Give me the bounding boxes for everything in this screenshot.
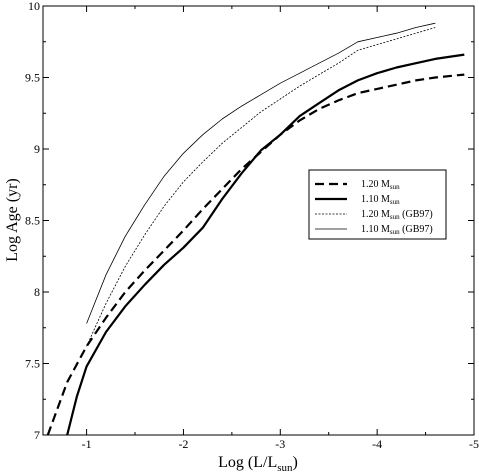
legend-label-1: 1.20 Msun xyxy=(361,179,400,191)
legend-label-main: 1.10 M xyxy=(361,194,390,205)
legend-label-suffix: (GB97) xyxy=(400,224,433,235)
x-axis-title-sub: sun xyxy=(277,462,293,474)
legend-label-main: 1.20 M xyxy=(361,209,390,220)
legend-box xyxy=(308,169,447,240)
x-tick-label: -1 xyxy=(82,437,92,451)
y-tick-label: 9 xyxy=(34,142,40,156)
legend-label-3: 1.20 Msun (GB97) xyxy=(361,209,433,221)
x-tick-label: -3 xyxy=(275,437,285,451)
legend-label-sub: sun xyxy=(390,228,400,236)
x-tick-label: -5 xyxy=(469,437,479,451)
x-tick-label: -2 xyxy=(178,437,188,451)
legend-label-sub: sun xyxy=(390,198,400,206)
legend-label-sub: sun xyxy=(390,183,400,191)
y-tick-label: 9.5 xyxy=(25,71,40,85)
series-line-2 xyxy=(66,53,465,436)
legend-label-main: 1.20 M xyxy=(361,179,390,190)
legend-label-sub: sun xyxy=(390,213,400,221)
legend-label-suffix: (GB97) xyxy=(400,209,433,220)
x-axis-title-close: ) xyxy=(293,454,298,471)
y-tick-label: 7 xyxy=(34,428,40,442)
y-tick-label: 8 xyxy=(34,285,40,299)
legend-label-2: 1.10 Msun xyxy=(361,194,400,206)
legend-label-4: 1.10 Msun (GB97) xyxy=(361,224,433,236)
y-axis-title: Log Age (yr) xyxy=(4,178,21,262)
series-line-1 xyxy=(46,73,465,436)
x-axis-title-main: Log (L/L xyxy=(218,454,277,471)
series-layer xyxy=(46,22,465,436)
series-line-4 xyxy=(86,22,436,324)
y-tick-label: 7.5 xyxy=(25,357,40,371)
series-line-3 xyxy=(86,27,436,347)
x-tick-label: -4 xyxy=(372,437,382,451)
y-tick-label: 10 xyxy=(28,0,40,13)
x-axis-title: Log (L/Lsun) xyxy=(218,454,298,474)
y-tick-label: 8.5 xyxy=(25,214,40,228)
legend-label-main: 1.10 M xyxy=(361,224,390,235)
axis-ticks: -1 -2 -3 -4 -5 7 7.5 8 8.5 9 9.5 10 xyxy=(25,0,479,451)
